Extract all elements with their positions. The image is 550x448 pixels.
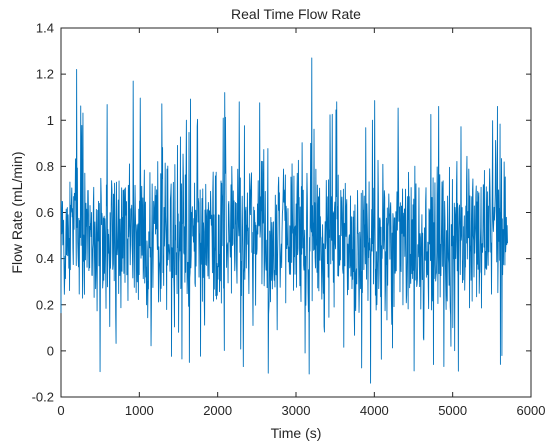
y-tick-label: 1.2 xyxy=(36,67,54,82)
x-tick-label: 6000 xyxy=(517,403,546,418)
plot-area xyxy=(60,57,508,384)
y-tick-label: 0.6 xyxy=(36,205,54,220)
x-tick-label: 5000 xyxy=(438,403,467,418)
y-tick-label: -0.2 xyxy=(32,390,54,405)
x-axis-label: Time (s) xyxy=(271,425,322,441)
x-tick-label: 3000 xyxy=(282,403,311,418)
axis-ticks: 0 1000 2000 3000 4000 5000 6000-0.200.20.40.60… xyxy=(32,21,546,419)
y-tick-label: 1 xyxy=(47,113,54,128)
x-tick-label: 2000 xyxy=(203,403,232,418)
x-tick-label: 1000 xyxy=(125,403,154,418)
y-axis-label: Flow Rate (mL/min) xyxy=(9,151,25,273)
y-tick-label: 0.8 xyxy=(36,159,54,174)
y-tick-label: 0.4 xyxy=(36,251,54,266)
y-tick-label: 1.4 xyxy=(36,21,54,36)
x-tick-label: 4000 xyxy=(360,403,389,418)
y-tick-label: 0.2 xyxy=(36,297,54,312)
y-tick-label: 0 xyxy=(47,343,54,358)
flow-rate-series-line xyxy=(60,57,508,384)
chart-title: Real Time Flow Rate xyxy=(231,6,361,22)
x-tick-label: 0 xyxy=(57,403,64,418)
